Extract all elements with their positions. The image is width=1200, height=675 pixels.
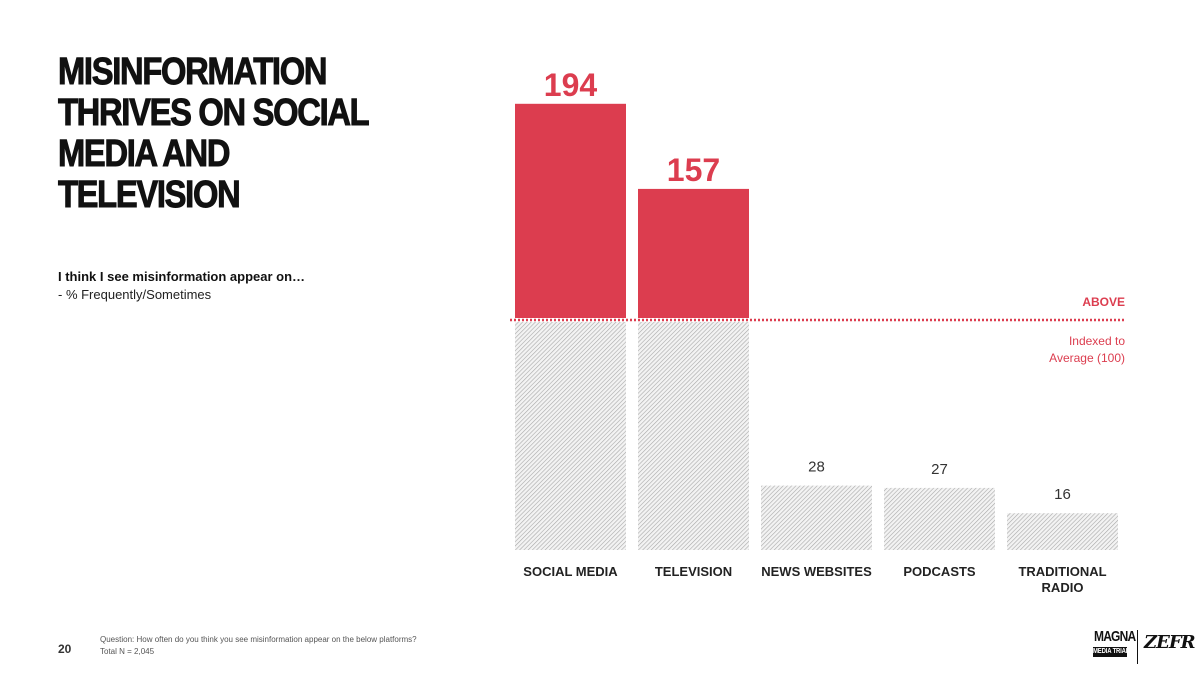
bar-above-television <box>638 188 749 318</box>
value-label-social-media: 194 <box>544 67 598 103</box>
baseline-label: Average (100) <box>1049 351 1125 365</box>
bar-below-television <box>638 322 749 550</box>
bar-above-social-media <box>515 103 626 318</box>
category-label-podcasts: PODCASTS <box>903 564 976 579</box>
title-line: MISINFORMATION <box>58 51 328 93</box>
category-label-news-websites: NEWS WEBSITES <box>761 564 872 579</box>
question-subtitle: - % Frequently/Sometimes <box>58 287 212 302</box>
title-line: MEDIA AND <box>58 133 231 175</box>
category-label-traditional-radio: RADIO <box>1042 580 1084 595</box>
footnote-question: Question: How often do you think you see… <box>100 635 417 644</box>
value-label-television: 157 <box>667 152 720 188</box>
category-label-traditional-radio: TRADITIONAL <box>1018 564 1106 579</box>
category-label-television: TELEVISION <box>655 564 732 579</box>
above-label: ABOVE <box>1082 295 1125 309</box>
value-label-news-websites: 28 <box>808 459 825 476</box>
logo-divider <box>1137 630 1138 664</box>
title-line: TELEVISION <box>58 174 242 216</box>
question-intro: I think I see misinformation appear on… <box>58 269 306 284</box>
value-label-traditional-radio: 16 <box>1054 486 1071 503</box>
page-number: 20 <box>58 642 72 656</box>
bar-news-websites <box>761 485 872 550</box>
magna-logo-text: MAGNA <box>1094 628 1136 645</box>
slide-title: MISINFORMATION THRIVES ON SOCIAL MEDIA A… <box>58 51 402 216</box>
bar-podcasts <box>884 487 995 550</box>
category-label-social-media: SOCIAL MEDIA <box>523 564 618 579</box>
footnote: Question: How often do you think you see… <box>100 634 417 658</box>
media-trials-logo-text: MEDIA TRIALS <box>1093 647 1134 657</box>
title-line: THRIVES ON SOCIAL <box>58 92 371 134</box>
zefr-logo: ZEFR <box>1144 632 1196 653</box>
footnote-total: Total N = 2,045 <box>100 647 155 656</box>
value-label-podcasts: 27 <box>931 461 948 478</box>
bar-traditional-radio <box>1007 513 1118 550</box>
baseline-label: Indexed to <box>1069 334 1125 348</box>
bar-below-social-media <box>515 322 626 550</box>
magna-media-trials-logo: MAGNA MEDIA TRIALS <box>1090 628 1136 657</box>
